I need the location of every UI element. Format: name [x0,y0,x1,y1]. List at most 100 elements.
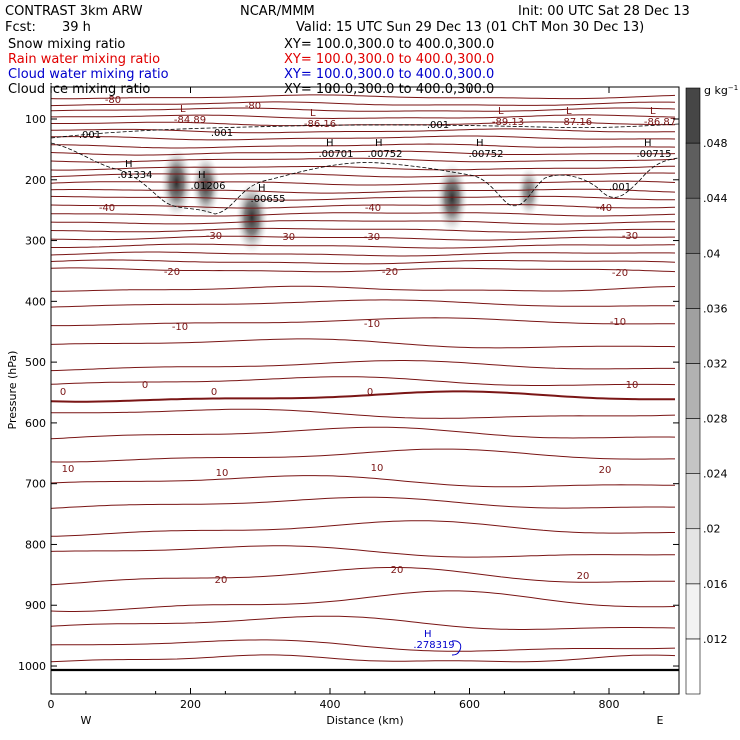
cloud-ice-line [51,142,679,215]
extremum-value: .01334 [118,170,153,181]
isotherm [51,299,675,308]
x-axis: 0 200 400 600 800 [48,87,645,711]
colorbar-level-label: .04 [703,247,721,260]
isotherm [51,360,675,372]
y-tick-label: 800 [25,538,46,551]
y-tick-label: 900 [25,599,46,612]
extremum-marker: L [180,104,186,115]
isotherm [51,317,676,327]
temperature-contour-label: 20 [577,571,590,582]
colorbar-swatch [685,583,701,640]
isotherm [51,114,676,120]
colorbar-level-label: .036 [703,302,728,315]
mixing-ratio-cell [191,154,220,217]
temperature-contour-label: 10 [371,463,384,474]
temperature-contour-label: 20 [391,565,404,576]
colorbar-swatch [685,252,701,309]
cloud-water-contour [451,640,462,656]
isotherm [51,408,676,419]
temperature-contour-label: -30 [206,231,222,242]
isotherm [51,157,676,163]
field-rain-xy: XY= 100.0,300.0 to 400.0,300.0 [284,52,494,67]
isotherm [51,390,675,403]
colorbar-swatch [685,87,701,144]
temperature-contour-label: -30 [279,232,295,243]
isotherm [51,590,676,612]
isotherm [51,267,676,273]
y-tick-label: 300 [25,235,46,248]
colorbar-level-label: .024 [703,468,728,481]
forecast-label: Fcst: [5,20,36,35]
model-title: CONTRAST 3km ARW [5,4,143,19]
y-tick-label: 200 [25,174,46,187]
y-tick-label: 500 [25,356,46,369]
temperature-contour-label: -80 [105,95,121,106]
isotherm [51,165,676,171]
extrema-markers: L-84.89L-86.16L-89.13L-87.16L-86.87H.013… [118,104,677,651]
isotherm [51,195,675,201]
isotherm [51,285,676,292]
field-cloudice-xy: XY= 100.0,300.0 to 400.0,300.0 [284,82,494,97]
temperature-contour-label: -40 [596,203,612,214]
colorbar-swatch [685,308,701,364]
y-tick-label: 1000 [18,660,46,673]
x-tick-label: 200 [180,698,201,711]
isotherm [51,135,676,141]
init-time: Init: 00 UTC Sat 28 Dec 13 [518,4,690,19]
ice-contour-label: .001 [427,120,449,131]
colorbar-swatch [685,473,701,530]
extremum-marker: L [498,106,504,117]
isotherm [51,259,676,265]
colorbar-level-label: .044 [703,192,728,205]
y-axis-label: Pressure (hPa) [6,351,19,430]
temperature-contour-label: 0 [142,380,148,391]
temperature-contour-label: 0 [60,387,66,398]
colorbar-level-label: .048 [703,137,728,150]
isotherm [51,212,676,217]
x-tick-label: 400 [320,698,341,711]
isotherm [51,128,675,134]
temperature-contour-label: 0 [211,387,217,398]
contour-labels: -80 -80 -40 -40 -40 -30 -30 -30 -30 -20 -20 -20 -10 -… [60,95,639,586]
colorbar-level-label: .02 [703,523,721,536]
temperature-contour-label: 10 [216,468,229,479]
colorbar-swatch [685,363,701,419]
extremum-value: .00715 [637,149,672,160]
isotherm [51,639,676,652]
temperature-contour-label: 20 [599,465,612,476]
isotherm [51,150,676,156]
extremum-marker: H [424,629,432,640]
colorbar-level-label: .028 [703,413,728,426]
colorbar-swatch [685,528,701,585]
valid-time: Valid: 15 UTC Sun 29 Dec 13 (01 ChT Mon … [296,20,644,35]
extremum-value: .00701 [319,149,354,160]
organization: NCAR/MMM [240,4,315,19]
field-snow-xy: XY= 100.0,300.0 to 400.0,300.0 [284,37,494,52]
extremum-value: .278319 [413,640,454,651]
extremum-marker: H [125,159,133,170]
isotherm [51,180,676,186]
temperature-contour-label: -10 [610,317,626,328]
field-cloudwater-name: Cloud water mixing ratio [8,67,169,82]
isotherm [51,448,675,463]
temperature-contour-label: -20 [382,267,398,278]
isotherm [51,227,675,233]
extremum-marker: H [198,170,206,181]
y-tick-label: 700 [25,478,46,491]
temperature-contour-label: -20 [612,268,628,279]
extremum-value: -86.16 [304,119,336,130]
extremum-marker: L [566,106,572,117]
isotherm [51,545,676,558]
mixing-ratio-cell [161,148,193,218]
field-cloudwater-xy: XY= 100.0,300.0 to 400.0,300.0 [284,67,494,82]
extremum-marker: H [644,138,652,149]
x-tick-label: 0 [48,698,55,711]
temperature-contour-label: 10 [626,380,639,391]
header: CONTRAST 3km ARW NCAR/MMM Init: 00 UTC S… [5,4,690,97]
field-cloudice-name: Cloud ice mixing ratio [8,82,150,97]
isotherm [51,101,676,107]
extremum-marker: L [650,106,656,117]
isotherm [51,107,676,112]
plot-area: -80 -80 -40 -40 -40 -30 -30 -30 -30 -20 -20 -20 -10 -… [51,94,679,663]
